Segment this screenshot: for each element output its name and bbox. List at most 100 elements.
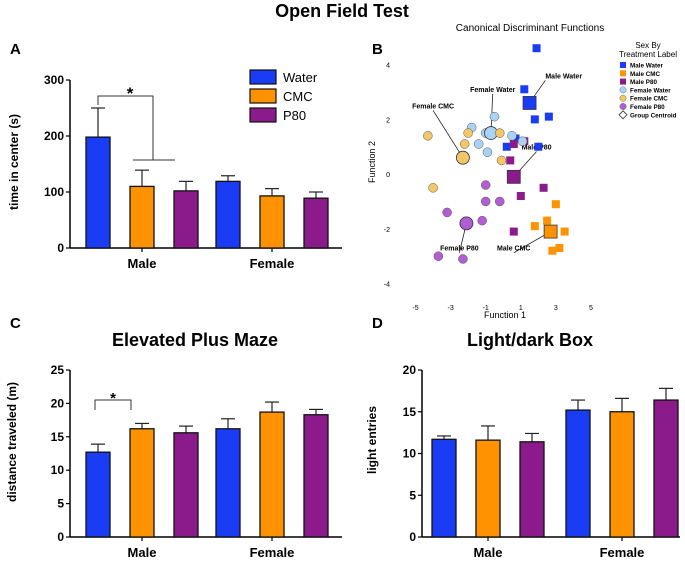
y-tick-label: 20: [51, 396, 65, 410]
annotation-leader: [432, 110, 464, 158]
point-male-water: [530, 115, 539, 124]
x-tick-label: -3: [448, 305, 454, 312]
point-male-water: [502, 142, 511, 151]
y-tick-label: 10: [51, 463, 65, 477]
legend-swatch-group-centroid: [618, 110, 628, 120]
point-male-water: [520, 85, 529, 94]
panel-a: Open Field Test A time in center (s) 0 10…: [7, 1, 409, 271]
point-male-p80: [509, 227, 518, 236]
significance-star: *: [127, 84, 134, 103]
bar-water-male: [85, 451, 111, 538]
point-female-water: [473, 139, 484, 149]
y-tick-label: 100: [44, 185, 64, 199]
centroid-female-p80: [459, 216, 474, 231]
legend-swatch-female-water: [619, 86, 627, 94]
legend-swatch-p80: [249, 107, 277, 123]
legend-label-male-p80: Male P80: [630, 79, 657, 86]
legend-label-water: Water: [283, 70, 318, 85]
panel-b: B Canonical Discriminant Functions Funct…: [367, 23, 677, 320]
point-male-water: [534, 142, 543, 151]
panel-b-letter: B: [372, 41, 383, 58]
panel-a-ylabel: time in center (s): [7, 114, 21, 210]
x-tick-label-male: Male: [128, 545, 157, 560]
point-female-water: [507, 131, 517, 141]
point-female-water: [517, 136, 528, 147]
bar-cmc-female: [259, 195, 285, 249]
legend-label-p80: P80: [283, 108, 306, 123]
legend-label-female-water: Female Water: [630, 87, 671, 94]
y-tick-label: 25: [51, 363, 65, 377]
bar-water-male: [85, 136, 111, 249]
bar-p80-male: [173, 432, 199, 538]
y-tick-label: 300: [44, 73, 64, 87]
panel-d: D Light/dark Box light entries 0 5 10 15 20 M…: [365, 315, 680, 560]
point-female-cmc: [459, 139, 470, 149]
legend-label-female-cmc: Female CMC: [630, 96, 668, 103]
bar-cmc-female: [259, 411, 285, 538]
point-male-water: [544, 112, 553, 121]
point-female-cmc: [428, 183, 438, 193]
point-male-p80: [516, 192, 525, 200]
bar-water-female: [215, 180, 241, 249]
y-tick-label: -2: [384, 227, 390, 234]
point-male-cmc: [555, 244, 564, 252]
point-female-p80: [494, 196, 505, 207]
panel-d-title: Light/dark Box: [467, 330, 593, 350]
x-tick-label: 3: [554, 305, 558, 312]
legend-swatch-male-cmc: [620, 70, 626, 77]
bar-p80-male: [173, 190, 199, 249]
annotation-female-p80: Female P80: [440, 246, 479, 253]
legend-label-male-cmc: Male CMC: [630, 71, 661, 78]
y-tick-label: 15: [403, 405, 417, 419]
point-female-cmc: [496, 155, 507, 166]
bar-cmc-female: [609, 411, 635, 538]
bar-p80-female: [303, 197, 329, 249]
point-male-p80: [509, 140, 518, 148]
y-tick-label: 0: [57, 241, 64, 255]
panel-d-letter: D: [372, 315, 383, 332]
x-tick-label-female: Female: [600, 545, 645, 560]
panel-b-xlabel: Function 1: [484, 310, 526, 320]
x-tick-label: -1: [483, 305, 489, 312]
point-male-cmc: [551, 200, 560, 209]
panel-d-ylabel: light entries: [365, 406, 379, 474]
panel-b-title: Canonical Discriminant Functions: [456, 23, 604, 34]
bar-cmc-male: [129, 185, 155, 249]
point-female-p80: [433, 251, 444, 261]
point-male-cmc: [543, 216, 552, 225]
y-tick-label: 200: [44, 129, 64, 143]
point-female-water: [482, 147, 493, 157]
y-tick-label: 15: [51, 430, 65, 444]
panel-c-letter: C: [10, 315, 21, 332]
point-male-cmc: [530, 222, 539, 231]
legend-label-female-p80: Female P80: [630, 104, 665, 111]
y-tick-label: 5: [57, 497, 64, 511]
point-female-p80: [480, 180, 491, 190]
legend-title-line2: Treatment Label: [619, 50, 677, 59]
annotation-female-cmc: Female CMC: [412, 103, 454, 110]
bar-cmc-male: [129, 428, 155, 538]
centroid-female-cmc: [456, 150, 470, 165]
significance-bracket: *: [94, 390, 132, 410]
point-female-cmc: [423, 131, 433, 141]
y-tick-label: 4: [386, 63, 390, 70]
point-male-p80: [506, 156, 515, 165]
bar-p80-male: [519, 441, 545, 538]
centroid-male-p80: [506, 169, 521, 184]
point-male-cmc: [548, 246, 557, 255]
y-tick-label: 5: [409, 488, 416, 502]
legend-label-group-centroid: Group Centroid: [630, 112, 677, 119]
y-tick-label: 0: [386, 172, 390, 179]
point-female-p80: [458, 254, 468, 264]
panel-c-ylabel: distance traveled (m): [5, 382, 19, 502]
y-tick-label: 20: [403, 363, 417, 377]
centroid-male-water: [522, 96, 537, 110]
legend-swatch-male-water: [620, 62, 626, 68]
panel-c: C Elevated Plus Maze distance traveled (…: [5, 315, 342, 560]
y-tick-label: 10: [403, 447, 417, 461]
legend-label-cmc: CMC: [283, 89, 313, 104]
legend-swatch-water: [249, 69, 277, 85]
x-tick-label-female: Female: [250, 545, 295, 560]
annotation-female-water: Female Water: [470, 87, 516, 94]
